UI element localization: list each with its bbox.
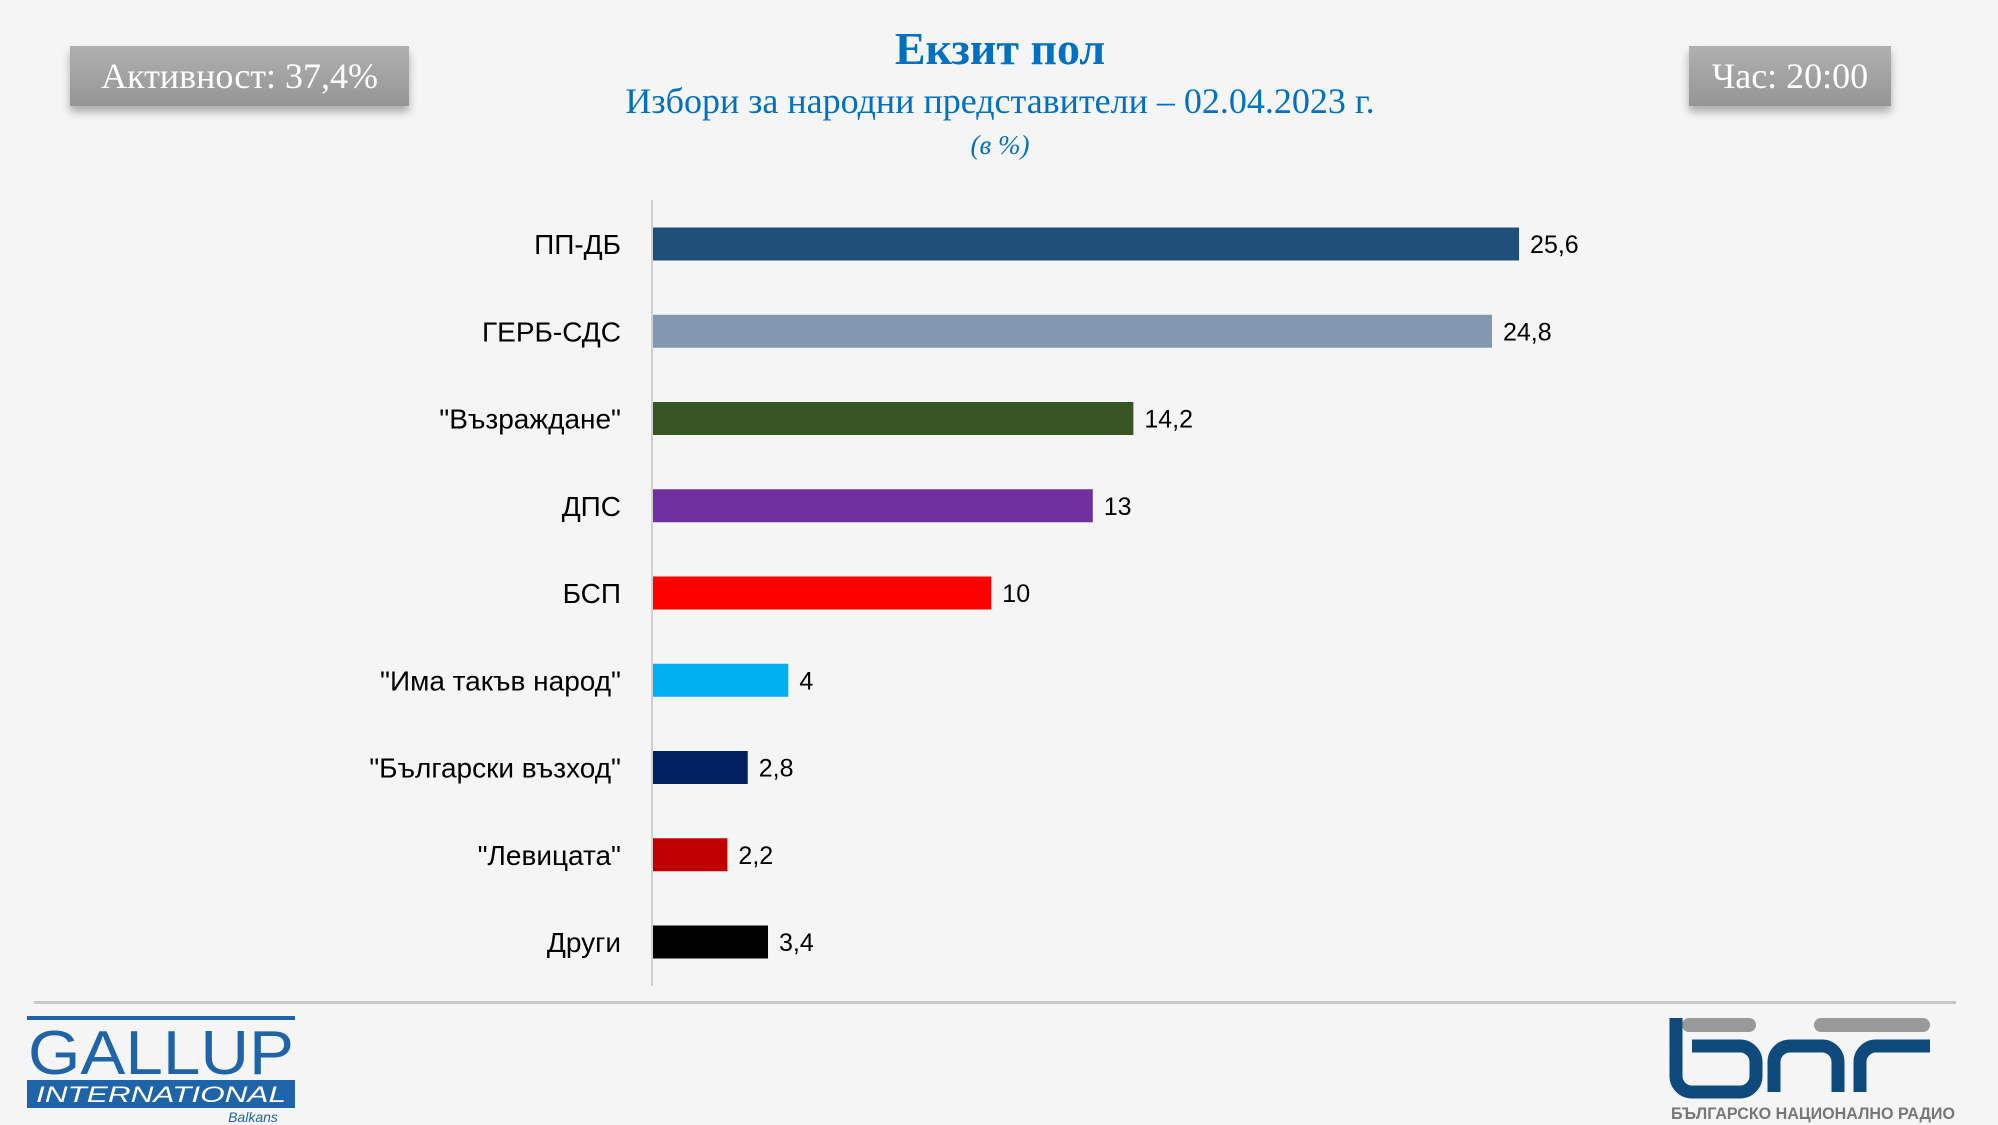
bar-chart: ПП-ДБ 25,6 ГЕРБ-СДС 24,8 "Възраждане" 14,2 ДПС… — [369, 200, 1579, 986]
bar — [653, 838, 728, 872]
category-label: ДПС — [562, 491, 621, 522]
data-label: 14,2 — [1144, 406, 1193, 434]
bnr-logo: БЪЛГАРСКО НАЦИОНАЛНО РАДИО — [1669, 1018, 1955, 1123]
bar — [653, 663, 789, 697]
chart-title: Екзит пол — [894, 23, 1106, 74]
bar — [653, 402, 1134, 435]
category-label: ГЕРБ-СДС — [482, 316, 621, 347]
bar — [653, 751, 748, 784]
chart-subtitle: Избори за народни представители – 02.04.… — [625, 81, 1375, 121]
footer-divider — [34, 1001, 1956, 1004]
gallup-logo: GALLUP INTERNATIONAL Balkans — [27, 1016, 295, 1124]
data-label: 25,6 — [1530, 231, 1579, 259]
bar — [653, 227, 1520, 261]
category-label: "Възраждане" — [439, 404, 621, 435]
category-label: "Български възход" — [369, 753, 621, 784]
category-label: "Има такъв народ" — [380, 665, 621, 696]
data-label: 24,8 — [1503, 318, 1552, 346]
svg-text:INTERNATIONAL: INTERNATIONAL — [36, 1082, 286, 1107]
category-label: Други — [547, 927, 621, 958]
data-label: 2,2 — [738, 842, 773, 870]
time-badge: Час: 20:00 — [1689, 46, 1891, 106]
bar — [653, 489, 1093, 523]
bar — [653, 576, 992, 610]
bar — [653, 314, 1492, 348]
category-label: ПП-ДБ — [534, 229, 621, 260]
category-label: "Левицата" — [478, 840, 621, 871]
data-label: 3,4 — [779, 929, 814, 957]
data-label: 10 — [1002, 580, 1030, 608]
data-label: 4 — [799, 667, 813, 695]
svg-text:БЪЛГАРСКО НАЦИОНАЛНО РАДИО: БЪЛГАРСКО НАЦИОНАЛНО РАДИО — [1671, 1104, 1955, 1123]
category-label: БСП — [563, 578, 621, 609]
data-label: 13 — [1104, 493, 1132, 521]
bar — [653, 925, 769, 959]
turnout-badge: Активност: 37,4% — [70, 46, 409, 106]
svg-text:Balkans: Balkans — [228, 1109, 278, 1124]
svg-text:GALLUP: GALLUP — [28, 1019, 294, 1088]
chart-unit: (в %) — [970, 130, 1030, 160]
data-label: 2,8 — [759, 755, 794, 783]
